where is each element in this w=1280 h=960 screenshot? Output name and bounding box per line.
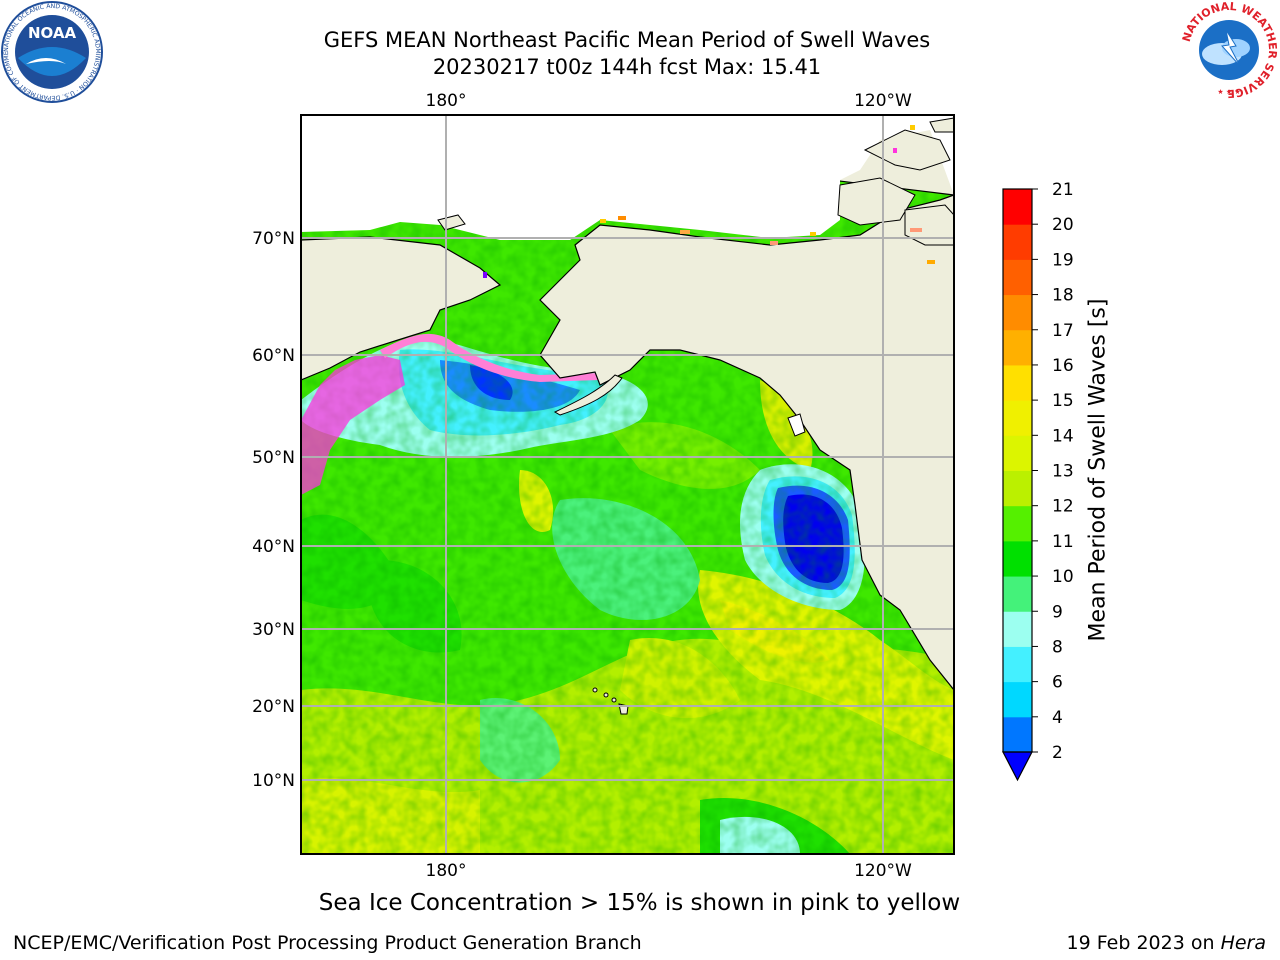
- sea-ice-note: Sea Ice Concentration > 15% is shown in …: [318, 890, 961, 916]
- colorbar-tick-label: 14: [1052, 426, 1074, 446]
- colorbar-segment: [1003, 576, 1032, 612]
- map-title: GEFS MEAN Northeast Pacific Mean Period …: [323, 28, 931, 52]
- colorbar-segment: [1003, 294, 1032, 331]
- colorbar-extend-triangle: [1002, 751, 1033, 782]
- lat-label-50n: 50°N: [252, 448, 295, 468]
- lon-label-bottom-180: 180°: [426, 861, 467, 881]
- colorbar-tick-label: 18: [1052, 286, 1074, 306]
- noaa-logo: NATIONAL OCEANIC AND ATMOSPHERIC ADMINIS…: [0, 0, 103, 103]
- nws-logo: NATIONAL WEATHER SERVICE ★ ★ ★: [1180, 0, 1279, 100]
- lat-label-40n: 40°N: [252, 537, 295, 557]
- colorbar-label: Mean Period of Swell Waves [s]: [1085, 298, 1111, 642]
- lon-label-bottom-120w: 120°W: [854, 861, 912, 881]
- lon-label-top-120w: 120°W: [854, 91, 912, 111]
- colorbar-segment: [1003, 470, 1032, 507]
- colorbar-tick-label: 6: [1052, 673, 1063, 693]
- swell-period-field: [301, 115, 954, 854]
- colorbar-tick-label: 11: [1052, 532, 1074, 552]
- colorbar-segment: [1003, 189, 1032, 225]
- map-subtitle: 20230217 t00z 144h fcst Max: 15.41: [432, 55, 822, 79]
- lon-label-top-180: 180°: [426, 91, 467, 111]
- colorbar-tick-label: 10: [1052, 567, 1074, 587]
- colorbar: 2 4 6 8 9 10 11 12 13 14 15 16 17 18 19 20 21: [1002, 180, 1074, 782]
- colorbar-segment: [1003, 611, 1032, 647]
- lat-label-30n: 30°N: [252, 620, 295, 640]
- colorbar-segment: [1003, 681, 1032, 718]
- lat-label-60n: 60°N: [252, 346, 295, 366]
- lat-label-20n: 20°N: [252, 697, 295, 717]
- graticule: [301, 115, 954, 854]
- colorbar-segment: [1003, 400, 1032, 436]
- noaa-logo-text: NOAA: [28, 24, 77, 42]
- colorbar-segment: [1003, 435, 1032, 471]
- colorbar-segment: [1003, 259, 1032, 296]
- date-footer: 19 Feb 2023 on Hera: [1067, 932, 1266, 954]
- colorbar-tick-label: 19: [1052, 250, 1074, 270]
- colorbar-segment: [1003, 540, 1032, 577]
- date-text: 19 Feb 2023 on: [1066, 932, 1215, 954]
- colorbar-segment: [1003, 505, 1032, 542]
- branch-footer: NCEP/EMC/Verification Post Processing Pr…: [13, 932, 642, 954]
- lat-label-70n: 70°N: [252, 229, 295, 249]
- colorbar-tick-label: 2: [1052, 743, 1063, 763]
- colorbar-segment: [1003, 364, 1032, 401]
- colorbar-tick-label: 17: [1052, 321, 1074, 341]
- colorbar-segment: [1003, 646, 1032, 683]
- colorbar-tick-label: 12: [1052, 497, 1074, 517]
- colorbar-tick-label: 4: [1052, 708, 1063, 728]
- colorbar-tick-label: 15: [1052, 391, 1074, 411]
- colorbar-tick-label: 20: [1052, 215, 1074, 235]
- colorbar-tick-label: 13: [1052, 462, 1074, 482]
- colorbar-tick-label: 8: [1052, 637, 1063, 657]
- map-frame: [300, 114, 955, 855]
- colorbar-segment: [1003, 716, 1032, 753]
- colorbar-segment: [1003, 224, 1032, 260]
- colorbar-tick-label: 21: [1052, 180, 1074, 200]
- svg-text:★ ★ ★: ★ ★ ★: [1217, 88, 1240, 96]
- lat-label-10n: 10°N: [252, 771, 295, 791]
- colorbar-segment: [1003, 329, 1032, 366]
- colorbar-tick-label: 16: [1052, 356, 1074, 376]
- colorbar-tick-label: 9: [1052, 602, 1063, 622]
- machine-name: Hera: [1220, 932, 1266, 954]
